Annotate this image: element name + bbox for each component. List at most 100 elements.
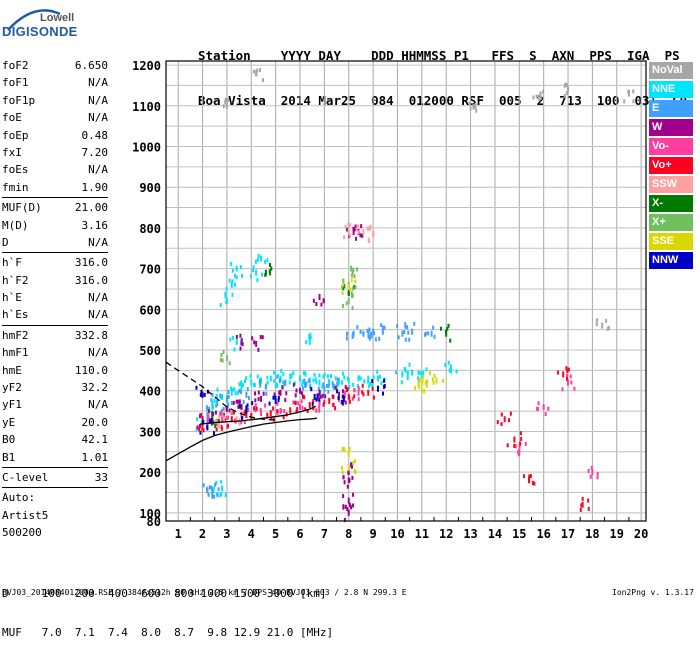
x-tick-label: 7: [321, 527, 328, 541]
electron-density-profile-curve: [165, 417, 318, 462]
data-point-nne: [376, 369, 379, 374]
data-point-noval: [469, 106, 472, 111]
data-point-nne: [221, 393, 224, 400]
data-point-noval: [255, 72, 258, 77]
data-point-e: [214, 482, 217, 487]
data-point-x-: [217, 419, 220, 424]
data-point-e: [345, 336, 348, 341]
data-point-x-: [345, 301, 348, 306]
data-point-e: [225, 395, 228, 402]
data-point-sse: [422, 374, 425, 379]
data-point-noval: [601, 322, 604, 329]
data-point-e: [322, 382, 325, 387]
param-row: B1 1.01: [2, 449, 108, 466]
data-point-nnw: [245, 408, 248, 415]
data-point-w: [351, 492, 354, 497]
data-point-e: [407, 330, 410, 335]
param-key: foE: [2, 111, 22, 125]
param-value: 110.0: [74, 363, 108, 377]
data-point-nne: [420, 371, 423, 378]
param-row: h`E N/A: [2, 289, 108, 306]
data-point-vo-: [282, 415, 285, 420]
header-labels: Station YYYY DAY DDD HHMMSS P1 FFS S AXN…: [198, 48, 680, 63]
data-point-x-: [446, 326, 449, 331]
data-point-ssw: [216, 418, 219, 425]
data-point-vo-: [280, 408, 283, 413]
data-point-nne: [282, 372, 285, 377]
data-point-nne: [225, 300, 228, 305]
data-point-w: [355, 236, 358, 241]
data-point-vo-: [332, 402, 335, 407]
data-point-vo-: [254, 403, 257, 408]
logo-digisonde-text: DIGISONDE: [2, 24, 78, 39]
data-point-noval: [540, 95, 543, 100]
data-point-sse: [426, 379, 429, 384]
legend-item-x-: X+: [649, 214, 693, 231]
data-point-vo-: [348, 395, 351, 400]
data-point-nne: [233, 347, 236, 352]
data-point-noval: [256, 68, 259, 73]
data-point-nnw: [238, 404, 241, 409]
data-point-e: [259, 382, 262, 387]
data-point-e: [227, 394, 230, 399]
data-point-e: [381, 328, 384, 335]
data-point-noval: [222, 104, 225, 109]
data-point-w: [239, 333, 242, 338]
data-point-w: [319, 394, 322, 399]
data-point-e: [307, 378, 310, 383]
data-point-vo-: [346, 387, 349, 392]
data-point-e: [303, 378, 306, 383]
data-point-vo-: [542, 404, 545, 411]
legend-item-noval: NoVal: [649, 62, 693, 79]
data-point-noval: [565, 83, 568, 88]
data-point-e: [283, 380, 286, 385]
data-point-nne: [326, 374, 329, 379]
data-point-w: [344, 400, 347, 405]
data-point-x-: [351, 270, 354, 275]
param-key: MUF(D): [2, 201, 42, 215]
data-point-x-: [341, 285, 344, 290]
param-key: h`Es: [2, 308, 29, 322]
param-key: hmE: [2, 363, 22, 377]
data-point-x-: [220, 352, 223, 357]
param-value: 33: [94, 470, 108, 484]
data-point-sse: [341, 465, 344, 470]
data-point-x-: [221, 358, 224, 363]
data-point-e: [247, 396, 250, 401]
y-tick-label: 200: [139, 466, 161, 480]
data-point-sse: [428, 371, 431, 376]
param-row: h`F 316.0: [2, 254, 108, 271]
data-point-w: [257, 397, 260, 402]
data-point-w: [235, 399, 238, 404]
param-key: hmF2: [2, 328, 29, 342]
data-point-vo-: [259, 407, 262, 412]
data-point-nne: [450, 367, 453, 374]
param-key: D: [2, 235, 9, 249]
param-row: D N/A: [2, 234, 108, 251]
param-value: 7.20: [81, 145, 109, 159]
data-point-nne: [359, 376, 362, 381]
data-point-vo-: [500, 422, 503, 427]
data-point-vo-: [343, 390, 346, 395]
y-tick-label: 1100: [132, 100, 161, 114]
data-point-vo-: [247, 408, 250, 413]
data-point-e: [404, 324, 407, 329]
data-point-nnw: [336, 389, 339, 394]
data-point-vo-: [531, 480, 534, 485]
data-point-nne: [276, 383, 279, 388]
data-point-nne: [418, 371, 421, 376]
data-point-vo-: [519, 441, 522, 446]
data-point-nne: [212, 486, 215, 491]
data-point-nne: [313, 372, 316, 377]
data-point-x-: [264, 272, 267, 277]
data-point-e: [430, 330, 433, 337]
param-value: N/A: [88, 235, 108, 249]
data-point-x-: [222, 349, 225, 354]
data-point-nnw: [318, 397, 321, 402]
data-point-nne: [327, 379, 330, 384]
data-point-w: [262, 391, 265, 396]
data-point-nne: [238, 382, 241, 387]
data-point-e: [202, 483, 205, 488]
param-value: 0.48: [81, 128, 109, 142]
data-point-ssw: [222, 418, 225, 423]
